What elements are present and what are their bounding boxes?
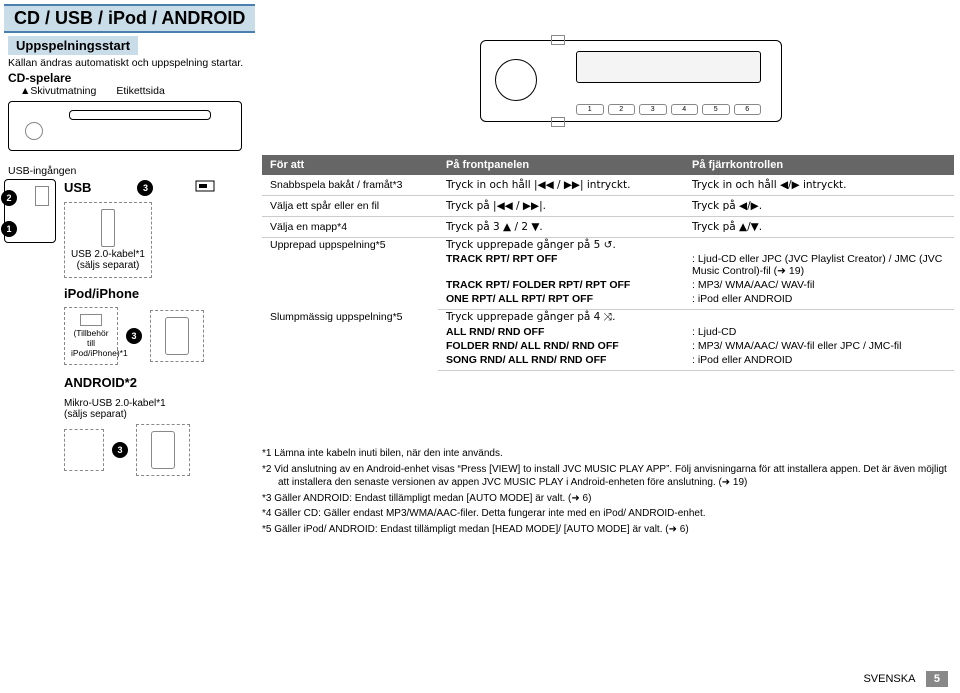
repeat-action: Tryck upprepade gånger på 5 ↺. xyxy=(438,238,954,253)
left-column: Uppspelningsstart Källan ändras automati… xyxy=(4,32,254,476)
repeat-val: : Ljud-CD eller JPC (JVC Playlist Creato… xyxy=(684,252,954,278)
source-line: Källan ändras automatiskt och uppspelnin… xyxy=(8,57,254,69)
ipod-title: iPod/iPhone xyxy=(64,286,217,301)
repeat-label: Upprepad uppspelning*5 xyxy=(262,238,438,310)
random-label: Slumpmässig uppspelning*5 xyxy=(262,310,438,371)
radio-btn: 3 xyxy=(639,104,667,115)
random-key: ALL RND/ RND OFF xyxy=(438,325,684,339)
random-val: : Ljud-CD xyxy=(684,325,954,339)
note: *3 Gäller ANDROID: Endast tillämpligt me… xyxy=(262,492,954,506)
footer-lang: SVENSKA xyxy=(863,673,914,685)
usb-cable-box: USB 2.0-kabel*1 (säljs separat) xyxy=(64,202,152,278)
usb-plug-icon xyxy=(195,179,217,193)
row-front: Tryck på |◀◀ / ▶▶|. xyxy=(438,196,684,217)
note: *5 Gäller iPod/ ANDROID: Endast tillämpl… xyxy=(262,523,954,537)
random-val: : MP3/ WMA/AAC/ WAV-fil eller JPC / JMC-… xyxy=(684,339,954,353)
usb-title: USB xyxy=(64,180,91,195)
radio-btn: 4 xyxy=(671,104,699,115)
usb-port-label: USB-ingången xyxy=(8,165,254,177)
row-label: Välja ett spår eller en fil xyxy=(262,196,438,217)
radio-btn: 6 xyxy=(734,104,762,115)
usb-port-illustration: 2 1 xyxy=(4,179,56,243)
micro-usb-cable-label: Mikro-USB 2.0-kabel*1 (säljs separat) xyxy=(64,398,217,420)
iphone-device-box xyxy=(150,310,204,362)
usb-devices-col: USB 3 USB 2.0-kabel*1 (säljs separat) iP… xyxy=(64,179,217,476)
radio-btn: 5 xyxy=(702,104,730,115)
random-key: SONG RND/ ALL RND/ RND OFF xyxy=(438,353,684,371)
footnotes: *1 Lämna inte kabeln inuti bilen, när de… xyxy=(262,445,954,538)
android-title: ANDROID*2 xyxy=(64,375,137,390)
row-front: Tryck in och håll |◀◀ / ▶▶| intryckt. xyxy=(438,175,684,196)
sub-header: Uppspelningsstart xyxy=(8,36,138,55)
note: *1 Lämna inte kabeln inuti bilen, när de… xyxy=(262,447,954,461)
cd-player-title: CD-spelare xyxy=(8,71,254,85)
random-action: Tryck upprepade gånger på 4 ⤨. xyxy=(438,310,954,326)
th-remote: På fjärrkontrollen xyxy=(684,155,954,175)
controls-table: För att På frontpanelen På fjärrkontroll… xyxy=(262,155,954,371)
micro-usb-cable-box xyxy=(64,429,104,471)
note: *4 Gäller CD: Gäller endast MP3/WMA/AAC-… xyxy=(262,507,954,521)
repeat-val: : MP3/ WMA/AAC/ WAV-fil xyxy=(684,278,954,292)
page-title: CD / USB / iPod / ANDROID xyxy=(4,4,255,33)
random-val: : iPod eller ANDROID xyxy=(684,353,954,371)
radio-btn: 2 xyxy=(608,104,636,115)
row-label: Snabbspela bakåt / framåt*3 xyxy=(262,175,438,196)
radio-front-illustration: 1 2 3 4 5 6 xyxy=(480,40,782,122)
step-2-icon: 2 xyxy=(1,190,17,206)
android-device-box xyxy=(136,424,190,476)
page-footer: SVENSKA 5 xyxy=(863,671,948,687)
repeat-val: : iPod eller ANDROID xyxy=(684,292,954,310)
row-remote: Tryck på ◀/▶. xyxy=(684,196,954,217)
th-front: På frontpanelen xyxy=(438,155,684,175)
note: *2 Vid anslutning av en Android-enhet vi… xyxy=(262,463,954,490)
repeat-key: ONE RPT/ ALL RPT/ RPT OFF xyxy=(438,292,684,310)
step-3-icon: 3 xyxy=(137,180,153,196)
ipod-accessory-box: (Tillbehör till iPod/iPhone)*1 xyxy=(64,307,118,365)
repeat-key: TRACK RPT/ FOLDER RPT/ RPT OFF xyxy=(438,278,684,292)
random-key: FOLDER RND/ ALL RND/ RND OFF xyxy=(438,339,684,353)
step-3-icon: 3 xyxy=(126,328,142,344)
step-3-icon: 3 xyxy=(112,442,128,458)
row-remote: Tryck in och håll ◀/▶ intryckt. xyxy=(684,175,954,196)
radio-btn: 1 xyxy=(576,104,604,115)
row-remote: Tryck på ▲/▼. xyxy=(684,217,954,238)
step-1-icon: 1 xyxy=(1,221,17,237)
etikett-label: Etikettsida xyxy=(116,85,164,97)
cd-player-illustration xyxy=(8,101,242,151)
eject-label: ▲Skivutmatning xyxy=(20,85,96,97)
th-action: För att xyxy=(262,155,438,175)
row-front: Tryck på 3 ▲ / 2 ▼. xyxy=(438,217,684,238)
repeat-key: TRACK RPT/ RPT OFF xyxy=(438,252,684,278)
footer-page: 5 xyxy=(926,671,948,687)
row-label: Välja en mapp*4 xyxy=(262,217,438,238)
